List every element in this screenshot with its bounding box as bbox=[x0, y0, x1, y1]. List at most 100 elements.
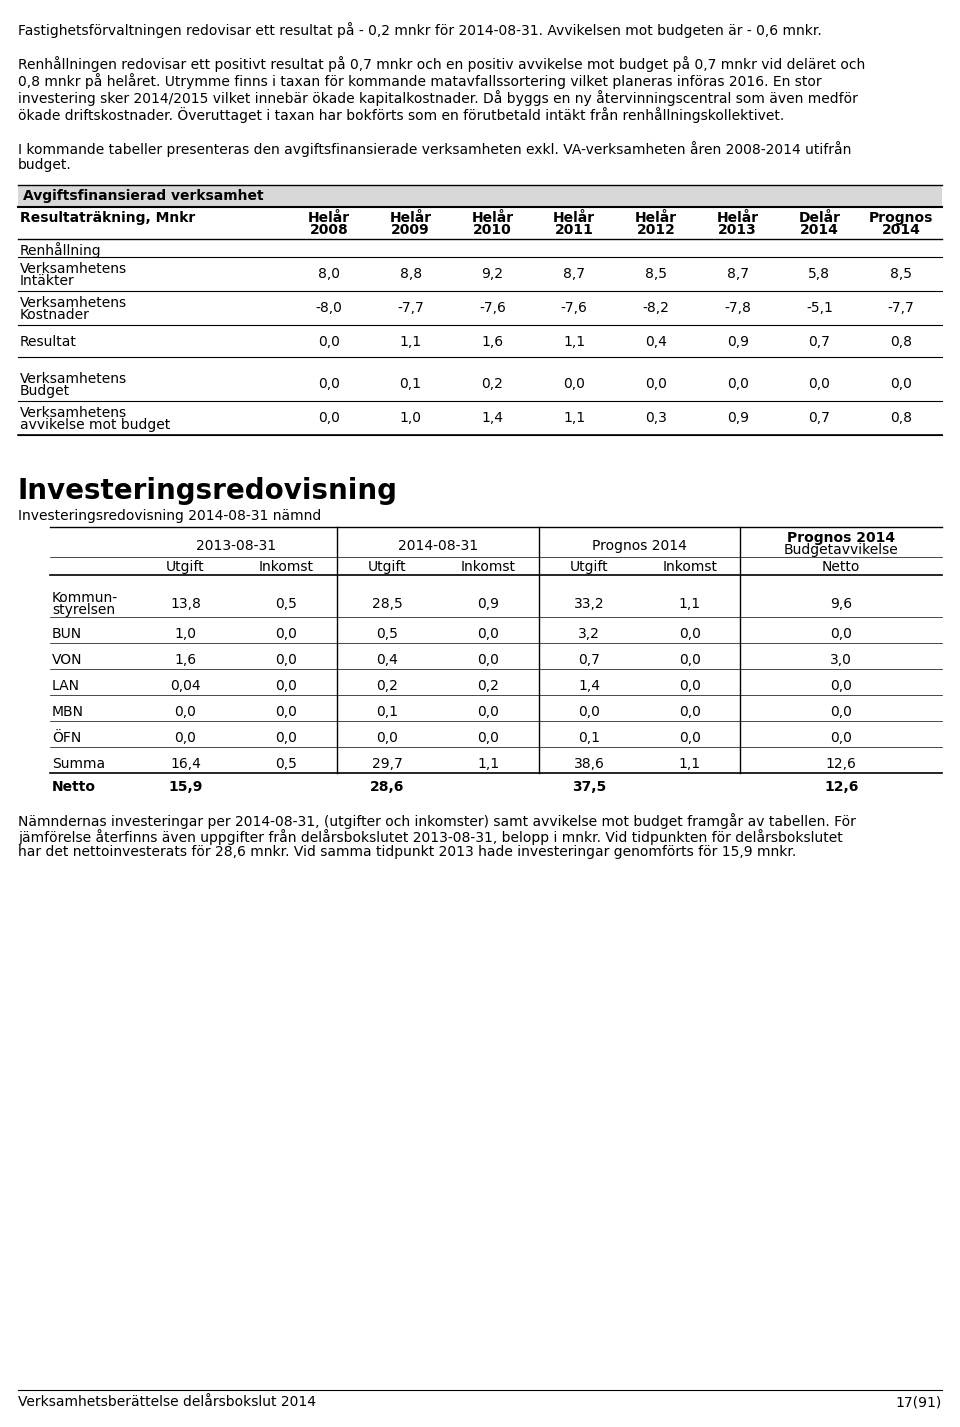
Text: styrelsen: styrelsen bbox=[52, 604, 115, 616]
Text: 0,8: 0,8 bbox=[890, 411, 912, 425]
Text: 0,0: 0,0 bbox=[477, 731, 499, 745]
Text: 1,1: 1,1 bbox=[564, 335, 586, 350]
Text: 0,0: 0,0 bbox=[276, 654, 298, 666]
Text: 15,9: 15,9 bbox=[168, 781, 203, 793]
Text: Inkomst: Inkomst bbox=[662, 559, 717, 574]
Text: Intäkter: Intäkter bbox=[20, 274, 75, 288]
Text: investering sker 2014/2015 vilket innebär ökade kapitalkostnader. Då byggs en ny: investering sker 2014/2015 vilket innebä… bbox=[18, 90, 858, 106]
Text: 0,0: 0,0 bbox=[477, 626, 499, 641]
Text: 17(91): 17(91) bbox=[896, 1396, 942, 1408]
Text: -5,1: -5,1 bbox=[806, 301, 833, 315]
Text: Nämndernas investeringar per 2014-08-31, (utgifter och inkomster) samt avvikelse: Nämndernas investeringar per 2014-08-31,… bbox=[18, 813, 856, 829]
Text: 29,7: 29,7 bbox=[372, 756, 402, 771]
Text: Helår: Helår bbox=[471, 211, 514, 225]
Text: LAN: LAN bbox=[52, 679, 80, 694]
Text: 0,0: 0,0 bbox=[679, 731, 701, 745]
Text: Netto: Netto bbox=[822, 559, 860, 574]
Text: 1,1: 1,1 bbox=[679, 756, 701, 771]
Text: 1,6: 1,6 bbox=[481, 335, 503, 350]
Text: Verksamhetens: Verksamhetens bbox=[20, 407, 127, 420]
Text: Prognos: Prognos bbox=[869, 211, 933, 225]
Text: 2009: 2009 bbox=[392, 223, 430, 237]
Text: 0,0: 0,0 bbox=[318, 377, 340, 391]
Text: 9,2: 9,2 bbox=[481, 267, 503, 281]
Text: 0,0: 0,0 bbox=[477, 654, 499, 666]
Text: 37,5: 37,5 bbox=[572, 781, 606, 793]
Text: Inkomst: Inkomst bbox=[461, 559, 516, 574]
Text: Prognos 2014: Prognos 2014 bbox=[592, 539, 686, 554]
Text: 0,0: 0,0 bbox=[578, 705, 600, 719]
Text: 8,8: 8,8 bbox=[399, 267, 421, 281]
Text: 13,8: 13,8 bbox=[170, 596, 201, 611]
Text: Verksamhetens: Verksamhetens bbox=[20, 372, 127, 385]
Text: 3,0: 3,0 bbox=[830, 654, 852, 666]
Text: 0,8 mnkr på helåret. Utrymme finns i taxan för kommande matavfallssortering vilk: 0,8 mnkr på helåret. Utrymme finns i tax… bbox=[18, 73, 822, 88]
Text: Verksamhetsberättelse delårsbokslut 2014: Verksamhetsberättelse delårsbokslut 2014 bbox=[18, 1396, 316, 1408]
Text: 8,5: 8,5 bbox=[645, 267, 667, 281]
Text: 0,0: 0,0 bbox=[276, 731, 298, 745]
Text: Verksamhetens: Verksamhetens bbox=[20, 295, 127, 310]
Text: Verksamhetens: Verksamhetens bbox=[20, 263, 127, 275]
Text: 9,6: 9,6 bbox=[830, 596, 852, 611]
Text: 5,8: 5,8 bbox=[808, 267, 830, 281]
Text: Renhållning: Renhållning bbox=[20, 243, 102, 258]
Text: 1,1: 1,1 bbox=[679, 596, 701, 611]
Text: 0,5: 0,5 bbox=[276, 756, 298, 771]
Text: 8,7: 8,7 bbox=[727, 267, 749, 281]
Text: 0,0: 0,0 bbox=[175, 731, 197, 745]
Text: Budgetavvikelse: Budgetavvikelse bbox=[783, 544, 899, 557]
Text: 12,6: 12,6 bbox=[824, 781, 858, 793]
Text: Utgift: Utgift bbox=[569, 559, 609, 574]
Text: 1,4: 1,4 bbox=[578, 679, 600, 694]
Text: 0,7: 0,7 bbox=[808, 411, 830, 425]
Text: 0,0: 0,0 bbox=[679, 626, 701, 641]
Text: 0,0: 0,0 bbox=[808, 377, 830, 391]
Text: ÖFN: ÖFN bbox=[52, 731, 82, 745]
Text: 1,6: 1,6 bbox=[175, 654, 197, 666]
Text: 0,1: 0,1 bbox=[399, 377, 421, 391]
Text: I kommande tabeller presenteras den avgiftsfinansierade verksamheten exkl. VA-ve: I kommande tabeller presenteras den avgi… bbox=[18, 141, 852, 157]
Text: -7,6: -7,6 bbox=[561, 301, 588, 315]
Text: Helår: Helår bbox=[390, 211, 432, 225]
Text: Summa: Summa bbox=[52, 756, 106, 771]
Text: 0,0: 0,0 bbox=[830, 679, 852, 694]
Text: Delår: Delår bbox=[799, 211, 840, 225]
Text: 1,1: 1,1 bbox=[477, 756, 499, 771]
Text: avvikelse mot budget: avvikelse mot budget bbox=[20, 418, 170, 432]
Text: 0,0: 0,0 bbox=[645, 377, 667, 391]
Text: -8,2: -8,2 bbox=[642, 301, 669, 315]
Text: 0,9: 0,9 bbox=[477, 596, 499, 611]
Text: 28,5: 28,5 bbox=[372, 596, 402, 611]
Text: jämförelse återfinns även uppgifter från delårsbokslutet 2013-08-31, belopp i mn: jämförelse återfinns även uppgifter från… bbox=[18, 829, 843, 845]
Text: 38,6: 38,6 bbox=[573, 756, 605, 771]
Text: 0,5: 0,5 bbox=[376, 626, 398, 641]
Text: 0,7: 0,7 bbox=[578, 654, 600, 666]
Text: 0,3: 0,3 bbox=[645, 411, 667, 425]
Text: 0,9: 0,9 bbox=[727, 411, 749, 425]
Text: 0,0: 0,0 bbox=[276, 626, 298, 641]
Text: Budget: Budget bbox=[20, 384, 70, 398]
Text: budget.: budget. bbox=[18, 158, 72, 173]
Text: 2012: 2012 bbox=[636, 223, 675, 237]
Text: 0,1: 0,1 bbox=[376, 705, 398, 719]
Text: MBN: MBN bbox=[52, 705, 84, 719]
Text: 0,0: 0,0 bbox=[679, 705, 701, 719]
Text: 0,1: 0,1 bbox=[578, 731, 600, 745]
Text: 16,4: 16,4 bbox=[170, 756, 201, 771]
Text: 0,4: 0,4 bbox=[645, 335, 667, 350]
Text: Helår: Helår bbox=[553, 211, 595, 225]
Text: 0,2: 0,2 bbox=[376, 679, 398, 694]
Text: 1,1: 1,1 bbox=[564, 411, 586, 425]
Text: 0,8: 0,8 bbox=[890, 335, 912, 350]
Text: 1,0: 1,0 bbox=[175, 626, 197, 641]
Text: -8,0: -8,0 bbox=[316, 301, 343, 315]
Text: Avgiftsfinansierad verksamhet: Avgiftsfinansierad verksamhet bbox=[23, 188, 264, 203]
Text: 0,04: 0,04 bbox=[170, 679, 201, 694]
Text: 0,0: 0,0 bbox=[890, 377, 912, 391]
Text: 0,5: 0,5 bbox=[276, 596, 298, 611]
Text: 2013: 2013 bbox=[718, 223, 757, 237]
Text: 28,6: 28,6 bbox=[370, 781, 404, 793]
Text: 33,2: 33,2 bbox=[574, 596, 604, 611]
Text: 0,0: 0,0 bbox=[727, 377, 749, 391]
Text: -7,7: -7,7 bbox=[888, 301, 915, 315]
